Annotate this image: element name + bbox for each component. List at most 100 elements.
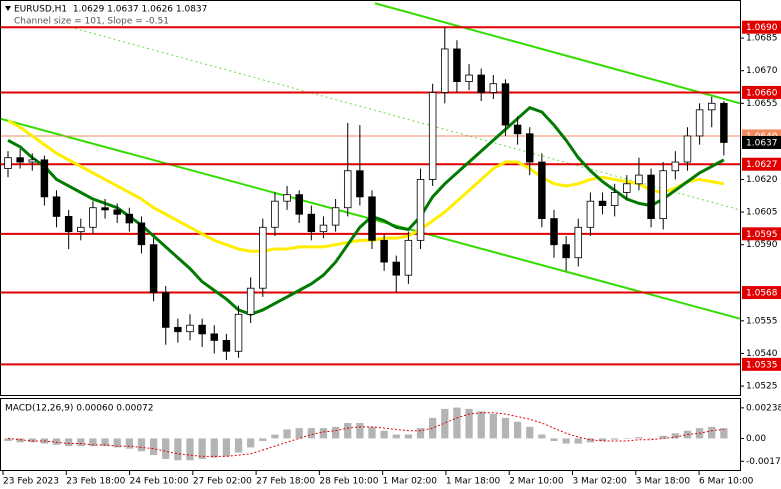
candle-body — [501, 83, 510, 126]
candle-body — [368, 196, 376, 241]
y-tick-label: 1.0525 — [746, 382, 778, 392]
x-tick-label: 6 Mar 10:00 — [699, 477, 754, 487]
candle-body — [647, 174, 655, 219]
candle-body — [489, 83, 498, 93]
candle-body — [331, 207, 340, 226]
macd-bar — [623, 438, 631, 439]
macd-bar — [28, 438, 36, 443]
candle-body — [441, 48, 449, 93]
macd-bar — [404, 434, 413, 439]
candle-body — [246, 287, 255, 315]
candle-body — [343, 170, 352, 209]
level-label-box — [742, 135, 781, 149]
level-label-box — [742, 357, 781, 371]
candle-body — [101, 207, 109, 211]
macd-bar — [368, 426, 376, 439]
macd-bar — [720, 428, 728, 439]
candle-body — [610, 192, 619, 206]
candle-body — [525, 133, 534, 163]
x-tick-label: 23 Feb 18:00 — [66, 477, 125, 487]
candle-body — [319, 224, 328, 233]
y-tick-label: 1.0555 — [746, 316, 778, 326]
macd-bar — [513, 421, 522, 439]
x-tick-label: 3 Mar 02:00 — [572, 477, 627, 487]
macd-bar — [259, 438, 267, 441]
macd-bar — [295, 428, 303, 439]
level-label: 1.0627 — [746, 160, 778, 170]
candle-body — [149, 244, 158, 293]
level-label: 1.0660 — [746, 88, 778, 98]
x-tick-label: 1 Mar 18:00 — [446, 477, 501, 487]
macd-bar — [574, 438, 582, 444]
level-label: 1.0637 — [746, 138, 778, 148]
candle-body — [28, 159, 37, 163]
candle-body — [210, 333, 219, 341]
macd-bar — [477, 411, 485, 439]
candle-body — [4, 157, 12, 169]
macd-bar — [501, 417, 510, 439]
chart-title: EURUSD,H1 1.0629 1.0637 1.0626 1.0837 — [14, 5, 207, 15]
macd-bar — [429, 417, 437, 439]
macd-bar — [52, 438, 61, 445]
macd-bar — [65, 438, 73, 447]
macd-bar — [562, 438, 570, 444]
candle-body — [161, 292, 170, 328]
macd-frame — [0, 398, 741, 471]
macd-bar — [283, 429, 291, 439]
main-frame — [0, 0, 741, 396]
macd-bar — [647, 438, 655, 439]
macd-bar — [198, 438, 206, 459]
candle-body — [671, 161, 680, 172]
candle-body — [720, 102, 728, 143]
candle-body — [307, 213, 316, 233]
macd-bar — [489, 414, 497, 439]
macd-bar — [453, 407, 461, 439]
level-label: 1.0690 — [746, 23, 778, 33]
x-tick-label: 27 Feb 02:00 — [193, 477, 252, 487]
candle-body — [465, 74, 473, 82]
candle-body — [404, 239, 413, 276]
macd-bar — [162, 438, 170, 459]
candle-body — [598, 200, 607, 206]
channel-line — [69, 26, 741, 211]
candle-body — [538, 161, 546, 219]
macd-bar — [113, 438, 121, 448]
channel-line — [374, 2, 741, 105]
macd-bar — [186, 438, 194, 461]
macd-bar — [441, 408, 449, 439]
macd-bar — [586, 438, 595, 443]
macd-signal — [7, 412, 724, 457]
candle-body — [137, 222, 146, 246]
x-tick-label: 1 Mar 02:00 — [383, 477, 438, 487]
macd-y-tick-label: 0.00 — [746, 434, 766, 444]
candle-body — [198, 324, 206, 335]
candle-body — [513, 124, 522, 135]
macd-bar — [271, 434, 279, 439]
macd-bar — [392, 434, 400, 439]
macd-bar — [611, 438, 619, 440]
candle-body — [574, 226, 583, 259]
candle-body — [271, 200, 279, 228]
macd-y-tick-label: -0.00178 — [746, 457, 781, 467]
candle-body — [635, 174, 643, 185]
macd-bar — [708, 426, 716, 439]
candle-body — [186, 324, 194, 333]
chart-subtitle: Channel size = 101, Slope = -0.51 — [14, 17, 169, 27]
macd-bar — [416, 428, 425, 439]
macd-bar — [356, 423, 364, 439]
macd-bar — [635, 437, 643, 439]
symbol-arrow — [5, 6, 11, 11]
x-tick-label: 27 Feb 18:00 — [256, 477, 315, 487]
macd-bar — [319, 428, 328, 439]
macd-bar — [659, 435, 667, 439]
candle-body — [477, 74, 485, 93]
candle-body — [89, 207, 97, 228]
candle-body — [234, 313, 243, 352]
macd-bar — [101, 438, 109, 447]
macd-bar — [671, 433, 679, 439]
macd-bar — [174, 438, 182, 461]
level-label: 1.0535 — [746, 360, 778, 370]
macd-bar — [598, 438, 607, 441]
level-label: 1.0595 — [746, 230, 778, 240]
